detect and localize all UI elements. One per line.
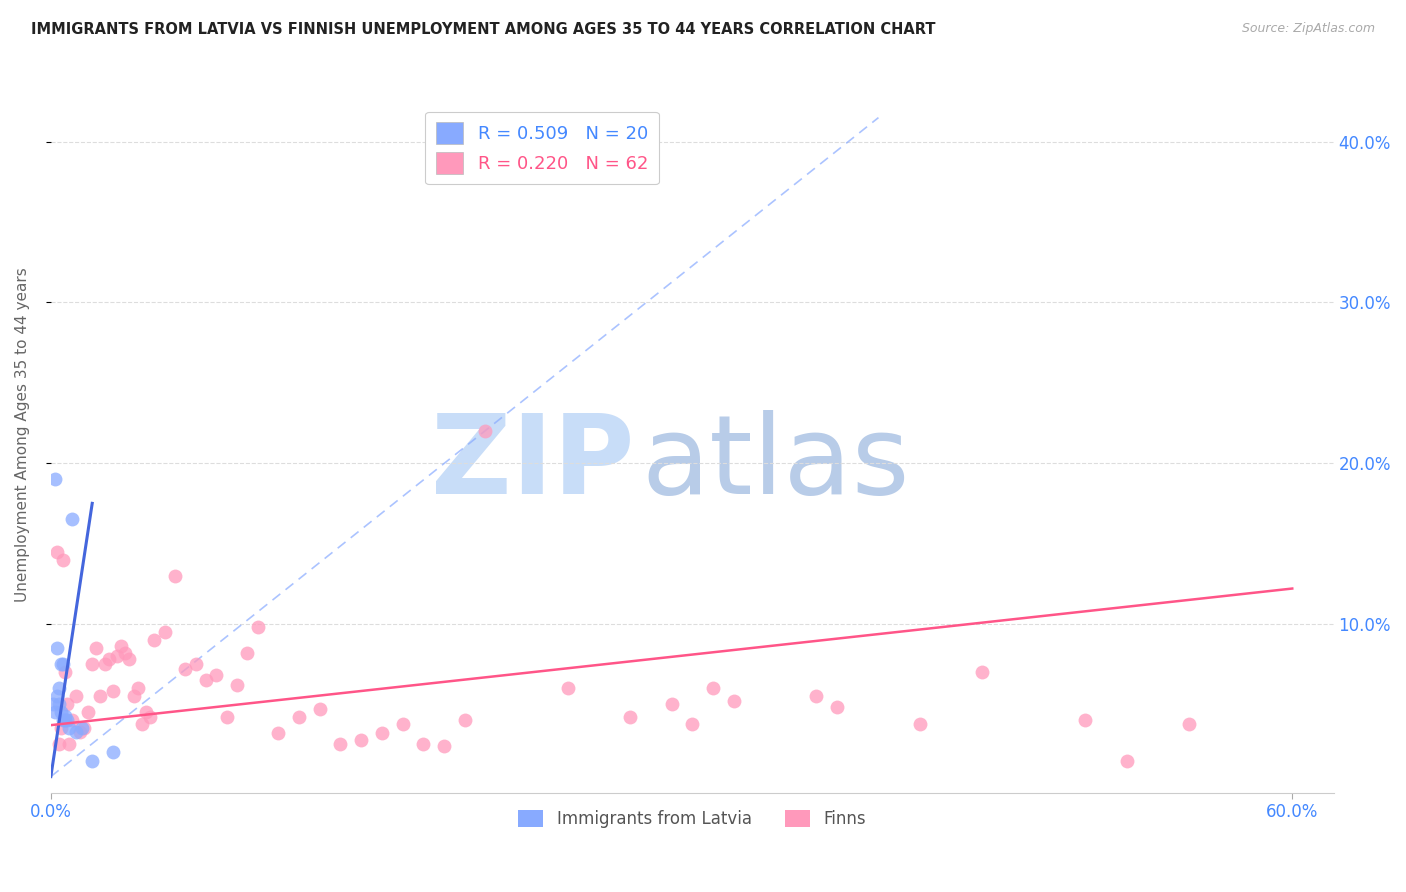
Point	[288, 710, 311, 724]
Point	[42, 698, 65, 712]
Point	[53, 708, 76, 723]
Point	[184, 657, 207, 671]
Point	[908, 716, 931, 731]
Point	[143, 632, 166, 647]
Point	[51, 657, 73, 671]
Text: IMMIGRANTS FROM LATVIA VS FINNISH UNEMPLOYMENT AMONG AGES 35 TO 44 YEARS CORRELA: IMMIGRANTS FROM LATVIA VS FINNISH UNEMPL…	[31, 22, 935, 37]
Point	[48, 738, 70, 752]
Point	[1115, 754, 1137, 768]
Point	[46, 640, 69, 655]
Point	[681, 716, 703, 731]
Point	[308, 702, 330, 716]
Point	[195, 673, 218, 687]
Text: Source: ZipAtlas.com: Source: ZipAtlas.com	[1241, 22, 1375, 36]
Point	[60, 714, 83, 728]
Point	[329, 738, 352, 752]
Point	[69, 724, 91, 739]
Point	[127, 681, 149, 696]
Text: atlas: atlas	[641, 410, 910, 517]
Point	[474, 424, 496, 438]
Point	[65, 724, 87, 739]
Legend: Immigrants from Latvia, Finns: Immigrants from Latvia, Finns	[512, 803, 873, 834]
Point	[101, 746, 124, 760]
Point	[215, 710, 238, 724]
Point	[205, 668, 228, 682]
Point	[105, 648, 128, 663]
Point	[114, 646, 136, 660]
Point	[350, 732, 373, 747]
Point	[44, 706, 66, 720]
Point	[139, 710, 162, 724]
Point	[661, 698, 683, 712]
Point	[135, 706, 157, 720]
Point	[702, 681, 724, 696]
Point	[48, 681, 70, 696]
Point	[246, 620, 269, 634]
Point	[70, 722, 93, 736]
Point	[236, 646, 259, 660]
Point	[56, 698, 79, 712]
Point	[77, 706, 100, 720]
Point	[619, 710, 641, 724]
Point	[52, 714, 75, 728]
Point	[226, 678, 249, 692]
Point	[1178, 716, 1201, 731]
Point	[131, 716, 153, 731]
Point	[153, 624, 176, 639]
Point	[82, 754, 104, 768]
Point	[48, 698, 70, 712]
Point	[46, 690, 69, 704]
Point	[93, 657, 115, 671]
Point	[58, 722, 80, 736]
Point	[86, 640, 108, 655]
Point	[723, 694, 745, 708]
Point	[60, 512, 83, 526]
Point	[371, 726, 394, 740]
Point	[118, 652, 141, 666]
Point	[163, 568, 186, 582]
Point	[82, 657, 104, 671]
Point	[433, 739, 456, 753]
Point	[65, 690, 87, 704]
Point	[46, 544, 69, 558]
Point	[53, 665, 76, 679]
Point	[970, 665, 993, 679]
Point	[825, 700, 848, 714]
Point	[267, 726, 290, 740]
Text: ZIP: ZIP	[432, 410, 634, 517]
Point	[53, 714, 76, 728]
Point	[51, 722, 73, 736]
Point	[51, 706, 73, 720]
Y-axis label: Unemployment Among Ages 35 to 44 years: Unemployment Among Ages 35 to 44 years	[15, 268, 30, 602]
Point	[110, 640, 132, 654]
Point	[412, 738, 434, 752]
Point	[89, 690, 111, 704]
Point	[52, 657, 75, 671]
Point	[52, 552, 75, 566]
Point	[73, 722, 96, 736]
Point	[1074, 714, 1097, 728]
Point	[56, 714, 79, 728]
Point	[174, 662, 197, 676]
Point	[453, 714, 475, 728]
Point	[44, 472, 66, 486]
Point	[97, 652, 120, 666]
Point	[58, 738, 80, 752]
Point	[122, 690, 145, 704]
Point	[101, 684, 124, 698]
Point	[391, 716, 413, 731]
Point	[557, 681, 579, 696]
Point	[806, 690, 828, 704]
